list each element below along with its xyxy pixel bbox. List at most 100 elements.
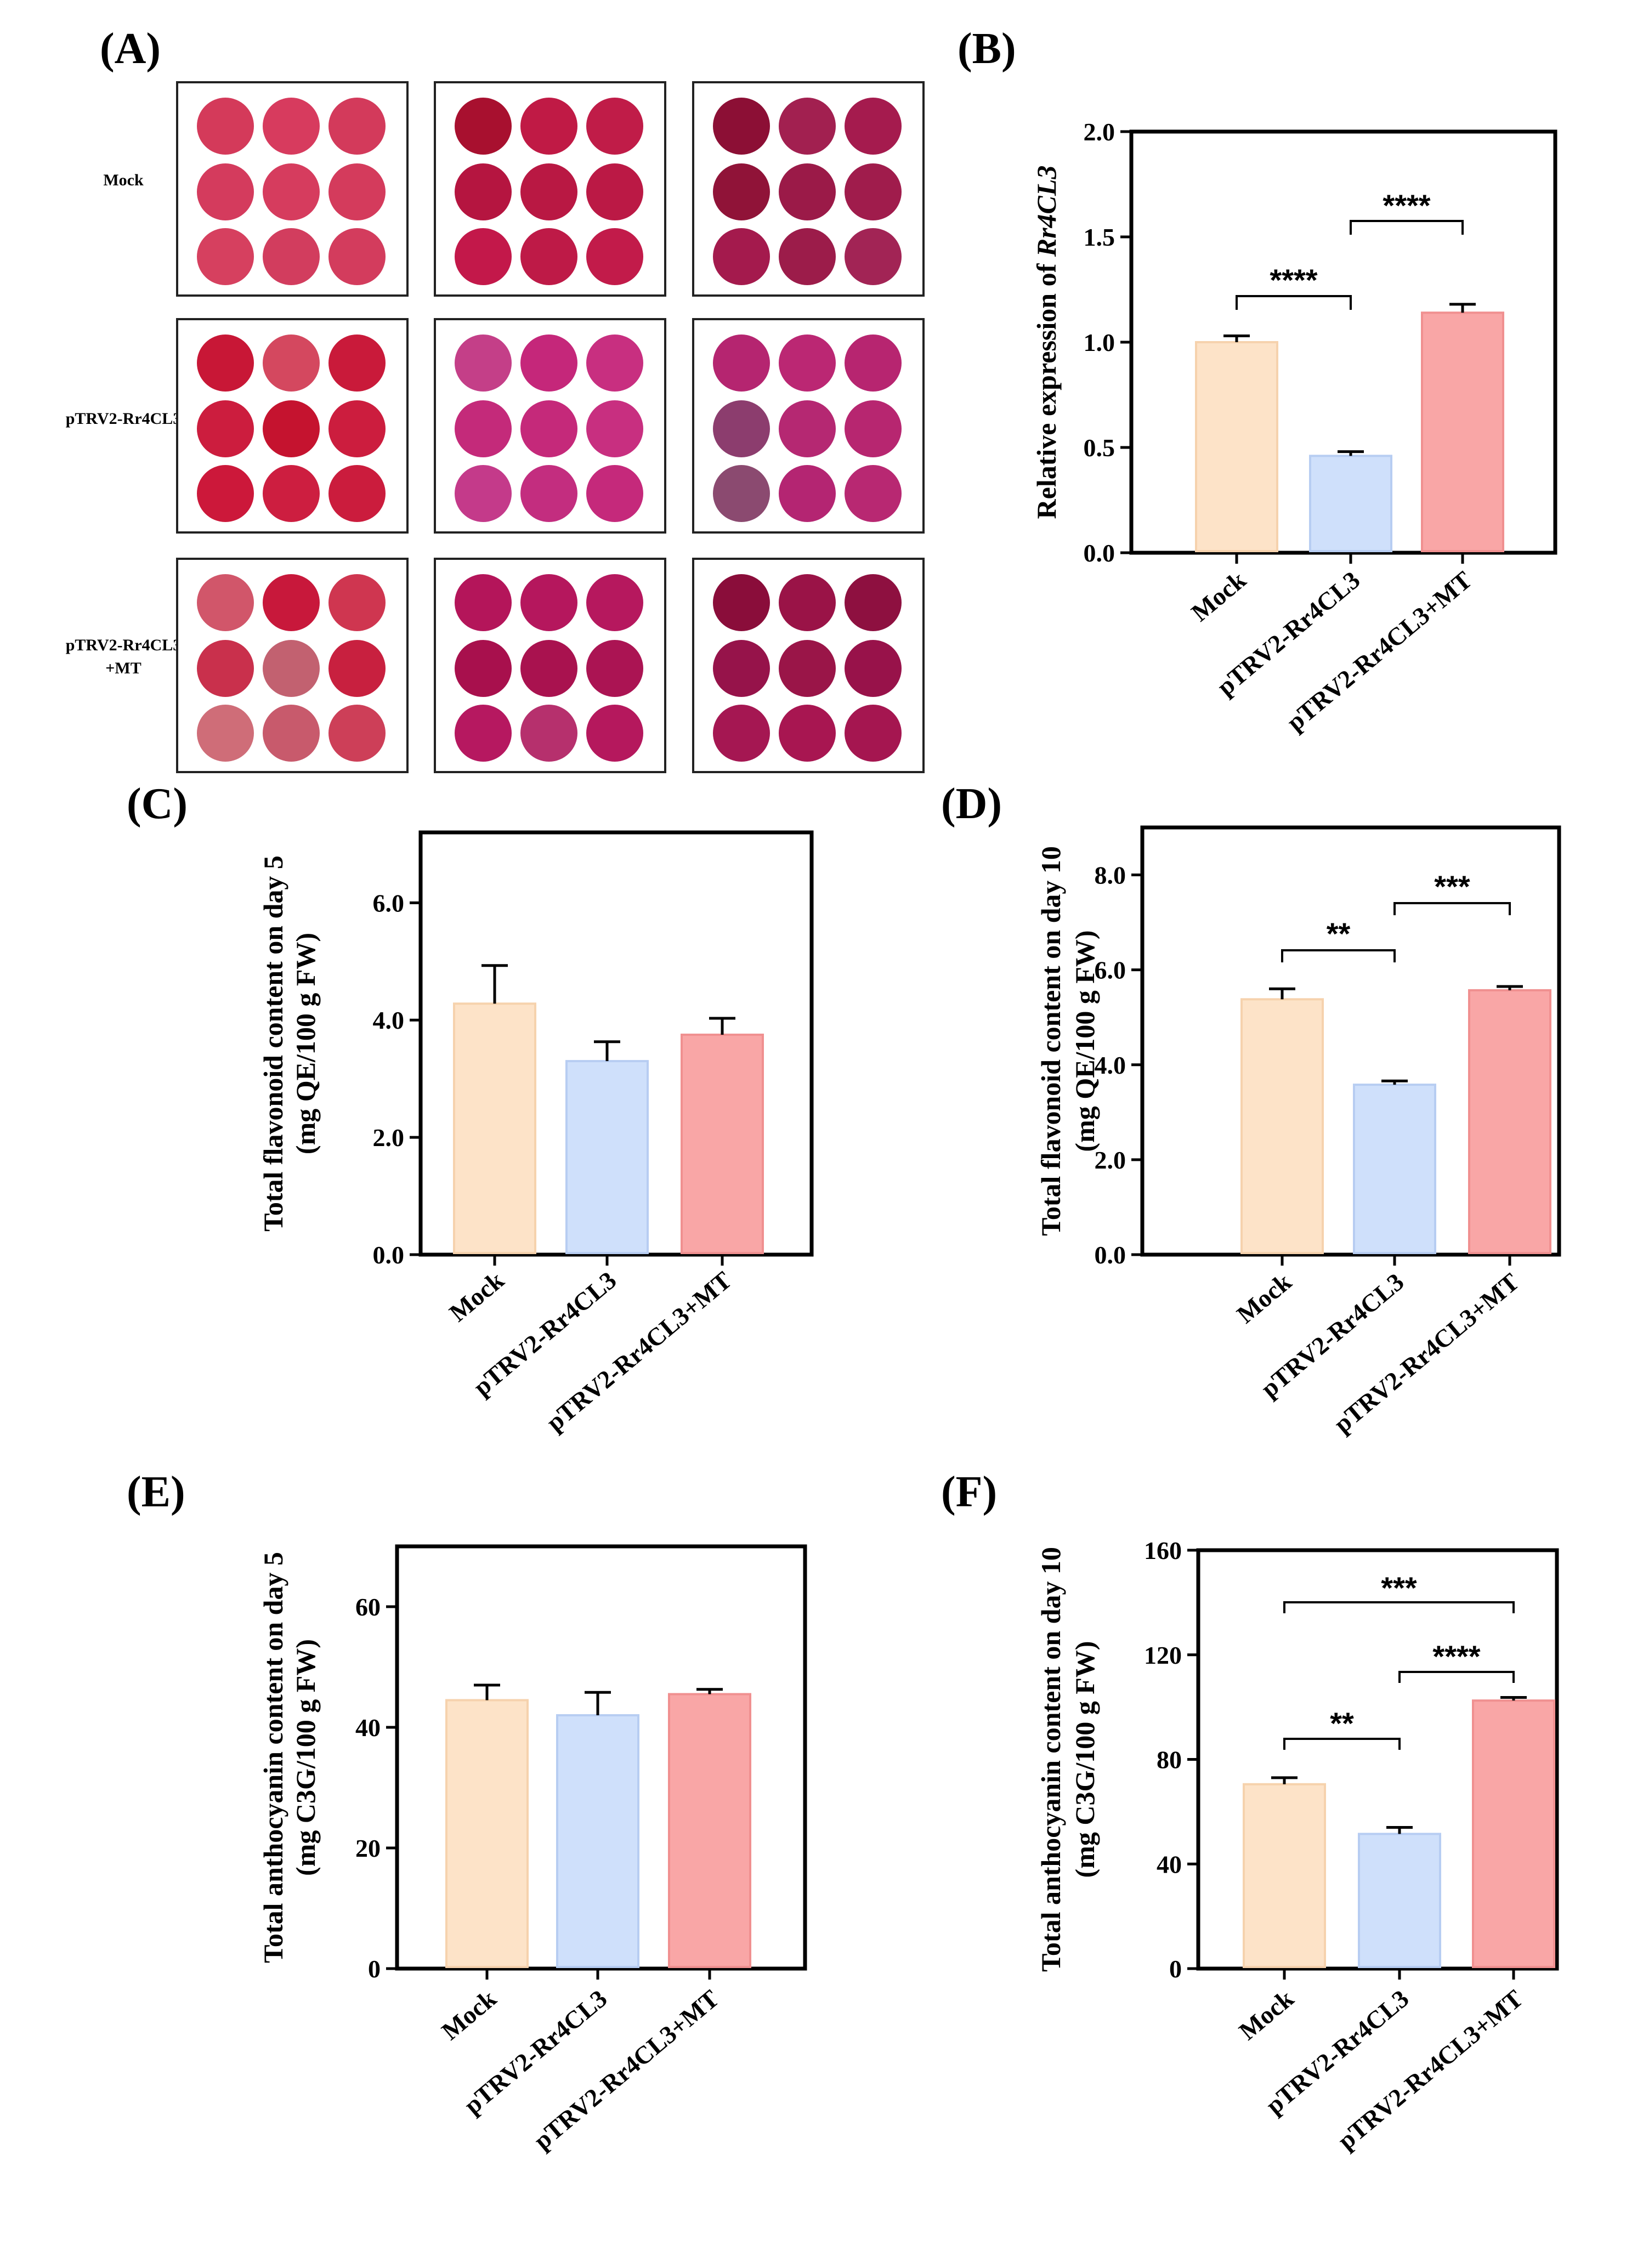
dish [845,705,902,762]
dish [197,98,254,155]
dish [455,163,512,220]
y-axis-label-gene: Rr4CL3 [1031,166,1062,258]
y-axis-label: Relative expression of Rr4CL3 [1031,166,1062,519]
dish [520,228,577,285]
dish [197,163,254,220]
dish [455,334,512,392]
significance-bracket [1398,1671,1515,1683]
dish [197,465,254,522]
dish [455,640,512,697]
significance-stars: *** [1434,869,1470,904]
y-tick-label: 2.0 [1084,118,1115,146]
row-labels: Mock pTRV2-Rr4CL3 pTRV2-Rr4CL3 +MT [66,171,182,677]
y-axis-label: (mg C3G/100 g FW) [290,1639,321,1876]
dish [263,228,320,285]
y-tick-label: 4.0 [373,1006,405,1034]
dish [455,228,512,285]
y-tick-label: 0 [1169,1955,1182,1983]
bar [668,1693,751,1968]
dish [779,163,836,220]
bar [556,1714,639,1968]
bar [1421,311,1504,552]
dish [520,465,577,522]
significance-stars: *** [1381,1570,1417,1605]
dish [197,574,254,631]
dish [713,574,770,631]
significance-bracket [1350,220,1464,235]
y-tick-label: 1.5 [1084,223,1115,251]
dish [713,705,770,762]
dish [328,465,386,522]
bar [1309,455,1392,552]
bar [1468,989,1551,1254]
y-axis-label: (mg QE/100 g FW) [1069,930,1100,1152]
y-axis-label: (mg QE/100 g FW) [290,933,321,1154]
dish [779,228,836,285]
dish [520,705,577,762]
bar [565,1060,649,1255]
dish [520,400,577,457]
significance-bracket [1283,1738,1401,1750]
y-axis-label: Total flavonoid content on day 10 [1035,846,1066,1236]
dish [197,400,254,457]
bar [1353,1084,1436,1254]
axes-frame [395,1544,807,1971]
y-tick-label: 0.0 [1095,1241,1126,1269]
bar [1240,998,1324,1254]
y-tick-label: 8.0 [1095,861,1126,889]
dish [713,465,770,522]
significance-bracket [1283,1601,1515,1613]
dish [197,705,254,762]
dish [586,705,643,762]
dish [586,334,643,392]
dish [455,400,512,457]
dish [713,640,770,697]
y-tick-label: 120 [1144,1641,1182,1669]
dish [263,163,320,220]
axes-frame [418,830,814,1257]
y-axis-label: (mg C3G/100 g FW) [1069,1641,1100,1878]
dish [779,334,836,392]
row-label: Mock [103,171,144,189]
dish [328,163,386,220]
dish [779,400,836,457]
dish [520,163,577,220]
y-tick-label: 160 [1144,1536,1182,1564]
plate-r1-c1 [176,81,409,297]
dish [586,400,643,457]
row-label: +MT [105,659,141,677]
dish [455,574,512,631]
dish [520,640,577,697]
dish [455,465,512,522]
dish [779,465,836,522]
dish [713,334,770,392]
dish [779,640,836,697]
dish [779,574,836,631]
significance-stars: ** [1327,916,1351,951]
dish [197,640,254,697]
dish [713,228,770,285]
plate-r1-c3 [692,81,925,297]
dish [586,163,643,220]
panel-a: (A) Mock pTRV2-Rr4CL3 pTRV2-Rr4CL3 +MT [66,25,925,773]
dish [520,574,577,631]
significance-bracket [1236,295,1352,310]
y-tick-label: 4.0 [1095,1051,1126,1079]
bar [681,1033,764,1255]
dish [713,400,770,457]
bar [453,1002,536,1255]
plate-r2-c3 [692,318,925,534]
significance-stars: ** [1330,1706,1354,1740]
dish [586,98,643,155]
dish [845,98,902,155]
y-tick-label: 0.5 [1084,434,1115,462]
y-tick-label: 2.0 [1095,1146,1126,1174]
panel-label: (E) [127,1468,185,1516]
dish [328,98,386,155]
y-tick-label: 0.0 [1084,539,1115,567]
significance-bracket [1393,902,1511,915]
y-axis-label: Total anthocyanin content on day 10 [1035,1547,1066,1972]
dish [197,228,254,285]
dish [713,98,770,155]
